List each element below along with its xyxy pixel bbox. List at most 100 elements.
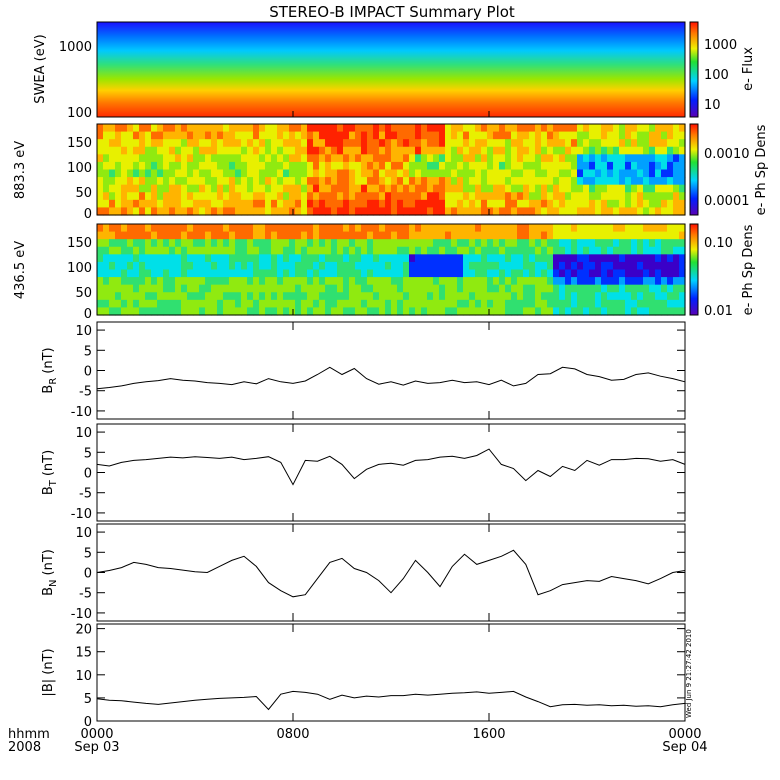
pad436-cells-cell (265, 284, 272, 293)
pad436-cells-cell (199, 254, 206, 263)
bmag-ytick-label: 20 (75, 623, 92, 638)
pad883-cells-cell (289, 199, 296, 209)
pad883-cells-cell (463, 192, 470, 201)
pad883-cells-cell (511, 124, 518, 133)
pad883-cells-cell (133, 192, 140, 201)
pad883-cells-cell (361, 192, 368, 201)
pad436-cells-cell (649, 277, 656, 286)
pad883-cells-cell (601, 131, 608, 140)
pad883-cells-cell (577, 192, 584, 201)
pad883-cells-cell (517, 139, 524, 148)
pad883-cells-cell (169, 161, 176, 171)
pad883-cells-cell (613, 146, 620, 155)
pad436-cells-cell (277, 261, 284, 271)
time-tick-label: 0000 (80, 727, 113, 742)
swea-cbtick-100: 100 (704, 68, 729, 83)
pad883-cells-cell (181, 192, 188, 201)
pad436-cells-cell (139, 261, 146, 271)
pad436-cells-cell (535, 246, 542, 255)
pad436-cells-cell (595, 277, 602, 286)
pad436-cells-cell (319, 254, 326, 263)
pad883-cells-cell (295, 177, 302, 186)
pad436-cells-cell (439, 254, 446, 263)
pad436-cells-cell (265, 292, 272, 301)
pad436-cells-cell (223, 284, 230, 293)
pad436-cells-cell (367, 231, 374, 240)
pad436-cells-cell (595, 307, 602, 316)
pad436-cells-cell (247, 261, 254, 271)
pad883-cells-cell (109, 146, 116, 155)
pad883-cells-cell (313, 199, 320, 209)
pad436-cells-cell (193, 261, 200, 271)
pad883-cells-cell (451, 146, 458, 155)
pad436-cells-cell (649, 254, 656, 263)
pad883-cells-cell (673, 192, 680, 201)
pad436-cells-cell (547, 284, 554, 293)
pad883-cells-cell (133, 131, 140, 140)
pad436-cells-cell (475, 277, 482, 286)
pad883-cells-cell (439, 139, 446, 148)
pad436-cells-cell (673, 307, 680, 316)
pad436-cells-cell (349, 299, 356, 309)
pad436-cells-cell (145, 239, 152, 248)
pad436-cells-cell (343, 231, 350, 240)
pad883-cells-cell (379, 184, 386, 193)
pad436-cells-cell (403, 292, 410, 301)
pad883-cells-cell (523, 146, 530, 155)
pad436-cells-cell (109, 224, 116, 233)
pad436-cells-cell (205, 307, 212, 316)
pad883-cells-cell (193, 146, 200, 155)
pad436-cells-cell (529, 284, 536, 293)
pad436-cells-cell (163, 224, 170, 233)
pad436-cells-cell (331, 246, 338, 255)
pad883-cells-cell (355, 169, 362, 178)
pad883-cells-cell (313, 192, 320, 201)
pad883-cells-cell (613, 199, 620, 209)
pad436-cells-cell (343, 239, 350, 248)
pad436-cells-cell (667, 277, 674, 286)
pad883-cells-cell (529, 199, 536, 209)
pad436-cells-cell (637, 239, 644, 248)
pad883-cells-cell (397, 139, 404, 148)
pad436-cells-cell (469, 284, 476, 293)
pad883-cells-cell (385, 154, 392, 163)
pad436-cells-cell (535, 299, 542, 309)
pad883-cells-cell (205, 169, 212, 178)
pad436-cells-cell (157, 254, 164, 263)
pad436-cells-cell (373, 292, 380, 301)
pad883-cells-cell (241, 169, 248, 178)
bt-ytick-label: 0 (84, 467, 92, 482)
pad436-cells-cell (457, 299, 464, 309)
pad436-cells-cell (679, 284, 686, 293)
pad436-cells-cell (259, 292, 266, 301)
pad883-cells-cell (529, 169, 536, 178)
pad883-cells-cell (409, 131, 416, 140)
pad883-cells-cell (583, 161, 590, 171)
pad883-cells-cell (361, 199, 368, 209)
pad883-cells-cell (349, 199, 356, 209)
pad883-cells-cell (253, 154, 260, 163)
pad436-cells-cell (445, 239, 452, 248)
pad883-cells-cell (667, 207, 674, 216)
pad436-cells-cell (241, 261, 248, 271)
pad436-cells-cell (679, 292, 686, 301)
pad883-cells-cell (481, 131, 488, 140)
pad436-cells-cell (631, 269, 638, 278)
pad436-cells-cell (451, 246, 458, 255)
pad436-cells-cell (355, 284, 362, 293)
pad883-cells-cell (127, 139, 134, 148)
pad883-cells-cell (613, 131, 620, 140)
pad436-cells-cell (487, 239, 494, 248)
pad436-cells-cell (409, 239, 416, 248)
pad883-cells-cell (241, 161, 248, 171)
pad883-cells-cell (199, 199, 206, 209)
pad883-cells-cell (277, 199, 284, 209)
pad436-cells-cell (673, 292, 680, 301)
pad436-cells-cell (121, 292, 128, 301)
pad436-cells-cell (529, 307, 536, 316)
pad883-cells-cell (211, 146, 218, 155)
pad436-cells-cell (445, 254, 452, 263)
pad883-cells-cell (463, 161, 470, 171)
pad436-cells-cell (577, 284, 584, 293)
pad436-cells-cell (271, 261, 278, 271)
